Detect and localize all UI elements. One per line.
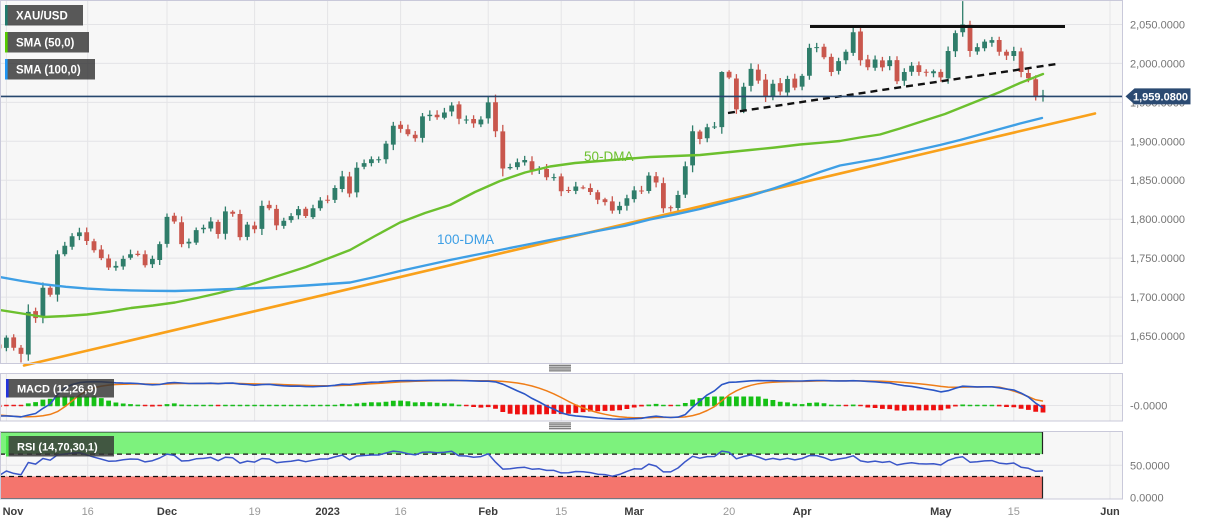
- svg-text:1,750.0000: 1,750.0000: [1130, 253, 1185, 265]
- svg-text:MACD (12,26,9): MACD (12,26,9): [17, 383, 97, 395]
- svg-text:1,700.0000: 1,700.0000: [1130, 292, 1185, 304]
- svg-text:100-DMA: 100-DMA: [437, 232, 494, 247]
- svg-text:50-DMA: 50-DMA: [584, 149, 634, 164]
- svg-text:RSI (14,70,30,1): RSI (14,70,30,1): [17, 441, 98, 453]
- svg-text:15: 15: [555, 506, 567, 518]
- svg-text:1,650.0000: 1,650.0000: [1130, 331, 1185, 343]
- svg-text:SMA (100,0): SMA (100,0): [16, 64, 81, 76]
- svg-text:1,850.0000: 1,850.0000: [1130, 175, 1185, 187]
- svg-text:16: 16: [394, 506, 406, 518]
- svg-text:1,800.0000: 1,800.0000: [1130, 214, 1185, 226]
- svg-text:Dec: Dec: [157, 506, 177, 518]
- svg-text:May: May: [930, 506, 952, 518]
- svg-text:1,900.0000: 1,900.0000: [1130, 136, 1185, 148]
- svg-text:50.0000: 50.0000: [1130, 460, 1170, 472]
- svg-text:Feb: Feb: [478, 506, 498, 518]
- svg-text:15: 15: [1008, 506, 1020, 518]
- svg-text:20: 20: [723, 506, 735, 518]
- svg-text:Nov: Nov: [3, 506, 25, 518]
- svg-text:Mar: Mar: [624, 506, 644, 518]
- svg-text:XAU/USD: XAU/USD: [16, 10, 68, 22]
- svg-text:Jun: Jun: [1100, 506, 1120, 518]
- svg-text:2023: 2023: [315, 506, 339, 518]
- svg-text:-0.0000: -0.0000: [1130, 401, 1167, 413]
- svg-text:19: 19: [248, 506, 260, 518]
- svg-text:2,000.0000: 2,000.0000: [1130, 58, 1185, 70]
- svg-text:0.0000: 0.0000: [1130, 493, 1164, 505]
- svg-text:Apr: Apr: [793, 506, 813, 518]
- svg-text:16: 16: [82, 506, 94, 518]
- svg-text:1,959.0800: 1,959.0800: [1133, 91, 1188, 103]
- svg-text:SMA (50,0): SMA (50,0): [16, 37, 75, 49]
- svg-text:2,050.0000: 2,050.0000: [1130, 20, 1185, 32]
